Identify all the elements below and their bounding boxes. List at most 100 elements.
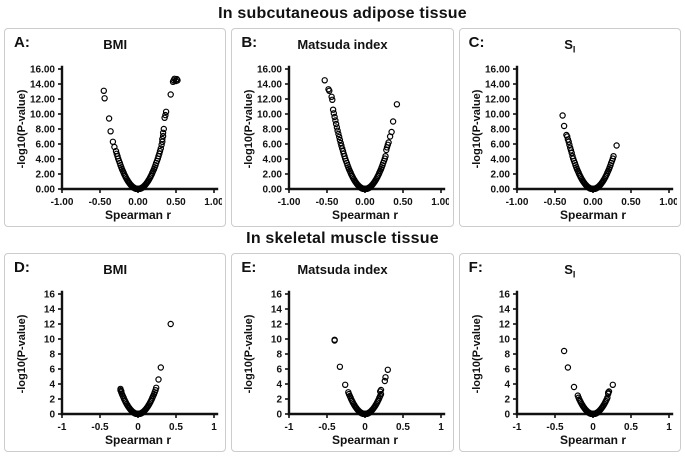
x-tick-label: 0.50 <box>166 197 186 208</box>
y-tick-label: 6.00 <box>490 140 510 151</box>
scatter-point <box>394 101 401 108</box>
axis-text: 0.00 2.00 4.00 6.00 8.00 10.00 12.00 14.00 16.00… <box>243 65 449 223</box>
scatter-point <box>385 366 392 374</box>
scatter-point <box>390 118 397 125</box>
x-tick-label: 0.50 <box>621 197 641 208</box>
scatter-point <box>325 86 333 93</box>
scatter-point <box>330 106 337 113</box>
x-tick-label: 1.00 <box>432 197 450 208</box>
scatter-point <box>560 122 568 130</box>
y-axis-title: -log10(P-value) <box>243 89 255 168</box>
data-points <box>321 77 401 193</box>
x-axis-title: Spearman r <box>560 208 626 222</box>
y-tick-label: 6 <box>504 365 510 376</box>
panel-header: D: BMI <box>7 258 223 282</box>
y-tick-label: 8 <box>504 350 510 361</box>
volcano-scatter-plot-b: 0.00 2.00 4.00 6.00 8.00 10.00 12.00 14.00 16.00… <box>243 65 449 223</box>
y-tick-label: 10 <box>499 335 511 346</box>
panel-label-e: E: <box>241 259 257 276</box>
scatter-point <box>613 142 620 149</box>
scatter-point <box>159 138 166 146</box>
panel-a-bmi-adipose: A: BMI 0.00 2.00 4.00 6.00 8.00 10.00 12.00 14.… <box>4 28 227 227</box>
panel-title-si: SI <box>564 262 576 280</box>
tick-marks <box>512 68 670 193</box>
y-tick-label: 10 <box>271 335 283 346</box>
x-tick-label: 0 <box>590 422 596 433</box>
scatter-point <box>167 91 175 98</box>
x-tick-label: 1 <box>439 422 445 433</box>
scatter-point <box>155 376 162 383</box>
x-tick-label: -1 <box>512 422 521 433</box>
x-tick-label: -0.50 <box>316 197 339 208</box>
scatter-point <box>382 374 390 381</box>
section-title-adipose: In subcutaneous adipose tissue <box>218 5 467 22</box>
y-tick-label: 10 <box>44 335 56 346</box>
scatter-point <box>331 110 338 117</box>
scatter-point <box>559 112 566 119</box>
y-tick-label: 8.00 <box>36 125 56 136</box>
y-tick-label: 10.00 <box>30 110 55 121</box>
scatter-point <box>570 383 578 391</box>
x-tick-label: 0.5 <box>624 422 638 433</box>
y-axis-title: -log10(P-value) <box>16 89 28 168</box>
tick-marks <box>285 293 443 418</box>
x-tick-label: -0.50 <box>89 197 112 208</box>
scatter-point <box>610 152 617 160</box>
scatter-point <box>331 113 339 121</box>
scatter-point <box>321 77 329 84</box>
y-tick-label: 0.00 <box>490 185 510 196</box>
x-tick-label: 0.50 <box>394 197 414 208</box>
data-points <box>100 75 181 193</box>
y-axis-title: -log10(P-value) <box>243 314 255 393</box>
y-tick-label: 2 <box>277 395 283 406</box>
axes <box>60 290 219 416</box>
x-axis-title: Spearman r <box>332 208 398 222</box>
axes <box>288 290 446 416</box>
scatter-point <box>334 124 341 131</box>
panel-title-bmi: BMI <box>103 262 128 277</box>
scatter-point <box>334 127 342 134</box>
y-tick-label: 6 <box>50 365 56 376</box>
x-tick-label: 0.5 <box>169 422 183 433</box>
y-tick-label: 12.00 <box>485 95 510 106</box>
volcano-scatter-plot-f: 0 2 4 6 8 10 12 14 16 -1 -0.5 0 0.5 1 Spearman r -log10… <box>471 290 674 447</box>
panel-header: C: SI <box>462 33 678 57</box>
y-tick-label: 12.00 <box>30 95 55 106</box>
y-tick-label: 16 <box>499 290 511 301</box>
scatter-point <box>605 388 613 395</box>
scatter-point <box>163 108 170 116</box>
scatter-point <box>117 385 124 393</box>
x-tick-label: 0.5 <box>397 422 411 433</box>
scatter-point <box>378 386 385 394</box>
scatter-point <box>157 364 165 371</box>
y-tick-label: 16.00 <box>257 65 282 76</box>
x-tick-label: -0.50 <box>543 197 566 208</box>
y-tick-label: 14 <box>499 305 511 316</box>
volcano-scatter-plot-a: 0.00 2.00 4.00 6.00 8.00 10.00 12.00 14.00 16.00… <box>16 65 222 223</box>
y-tick-label: 0.00 <box>263 185 283 196</box>
x-axis-title: Spearman r <box>332 433 398 447</box>
scatter-point <box>106 115 113 122</box>
axes <box>288 65 446 191</box>
panel-e-matsuda-muscle: E: Matsuda index 0 2 4 6 8 10 12 14 16 -1 -0.5 0 0.5… <box>231 253 454 452</box>
y-tick-label: 2.00 <box>490 170 510 181</box>
y-tick-label: 12 <box>499 320 511 331</box>
axes <box>60 65 219 191</box>
y-tick-label: 12 <box>271 320 283 331</box>
y-tick-label: 4.00 <box>490 155 510 166</box>
panel-label-f: F: <box>468 259 483 276</box>
y-tick-label: 16 <box>271 290 283 301</box>
y-tick-label: 4 <box>277 380 283 391</box>
panel-title-matsuda: Matsuda index <box>297 262 388 277</box>
scatter-point <box>160 125 168 133</box>
tick-marks <box>285 68 443 193</box>
y-tick-label: 12 <box>44 320 56 331</box>
tick-marks <box>512 293 670 418</box>
scatter-point <box>101 95 108 102</box>
scatter-point <box>160 129 167 137</box>
scatter-point <box>336 133 343 141</box>
y-axis-title: -log10(P-value) <box>471 89 483 168</box>
scatter-point <box>563 131 570 139</box>
y-tick-label: 10.00 <box>485 110 510 121</box>
scatter-point <box>174 77 181 84</box>
